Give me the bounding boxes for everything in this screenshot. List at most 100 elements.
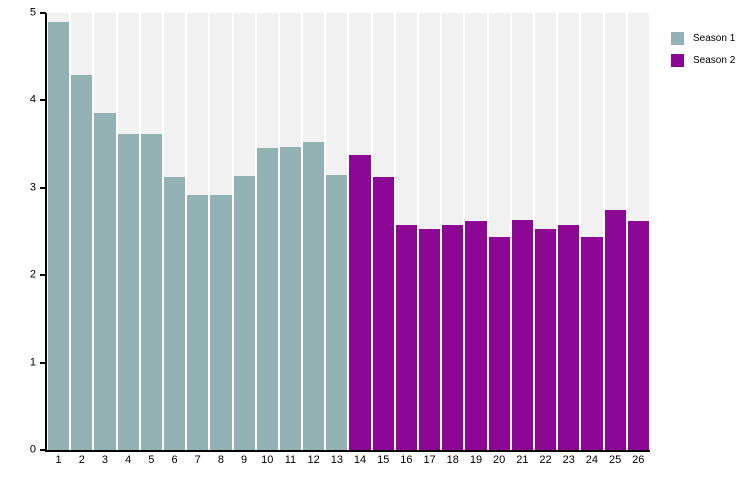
- x-tick-label: 19: [469, 454, 483, 466]
- x-tick-label: 25: [608, 454, 622, 466]
- category-column: 23: [557, 13, 580, 466]
- category-column: 13: [325, 13, 348, 466]
- y-tick: [40, 186, 46, 189]
- category-column: 7: [186, 13, 209, 466]
- category-column: 16: [395, 13, 418, 466]
- bar: [419, 228, 441, 450]
- bar: [48, 21, 70, 450]
- category-column: 3: [93, 13, 116, 466]
- x-tick-label: 6: [171, 454, 178, 466]
- x-tick-label: 26: [632, 454, 645, 466]
- y-tick: [40, 361, 46, 364]
- bar: [442, 225, 464, 450]
- y-tick-label: 2: [29, 268, 36, 281]
- category-column: 2: [70, 13, 93, 466]
- category-column: 21: [511, 13, 534, 466]
- y-tick: [40, 274, 46, 277]
- bar: [558, 225, 580, 450]
- bar: [163, 177, 186, 450]
- bar: [117, 133, 139, 450]
- plot-area: 1 2 3 4 5 6 7 8 9 10 11 12 13 14 15 16 17 18 19 20 21 22 23 24 2…: [45, 13, 650, 466]
- category-column: 19: [464, 13, 487, 466]
- category-column: 5: [140, 13, 163, 466]
- legend-swatch-season-1: [671, 32, 684, 45]
- bar: [140, 133, 162, 450]
- bar: [581, 236, 603, 450]
- category-column: 9: [233, 13, 256, 466]
- y-tick-label: 5: [29, 6, 36, 19]
- x-tick-label: 11: [284, 454, 297, 466]
- bar: [210, 194, 232, 450]
- y-tick-label: 3: [29, 181, 36, 194]
- x-axis-line: [45, 450, 650, 452]
- category-column: 26: [627, 13, 650, 466]
- y-tick-label: 0: [29, 443, 36, 456]
- category-column: 1: [47, 13, 70, 466]
- legend-label-season-1: Season 1: [693, 32, 736, 44]
- x-tick-label: 3: [101, 454, 109, 466]
- y-tick: [40, 99, 46, 102]
- category-column: 20: [488, 13, 511, 466]
- bar: [71, 75, 93, 450]
- bars-container: 1 2 3 4 5 6 7 8 9 10 11 12 13 14 15 16 17 18 19 20 21 22 23 24 2…: [47, 13, 650, 466]
- x-tick-label: 13: [330, 454, 343, 466]
- category-column: 18: [441, 13, 464, 466]
- x-tick-label: 16: [400, 454, 413, 466]
- x-tick-label: 4: [125, 454, 132, 466]
- category-column: 22: [534, 13, 557, 466]
- bar: [511, 220, 533, 450]
- legend-swatch-season-2: [671, 54, 684, 67]
- bar: [256, 147, 278, 450]
- bar: [627, 221, 649, 450]
- bar: [233, 175, 255, 450]
- bar: [604, 209, 626, 450]
- category-column: 10: [256, 13, 279, 466]
- x-tick-label: 18: [446, 454, 459, 466]
- bar: [465, 221, 487, 450]
- category-column: 15: [372, 13, 395, 466]
- legend: Season 1 Season 2: [671, 32, 735, 76]
- x-tick-label: 9: [241, 454, 248, 466]
- category-column: 25: [604, 13, 627, 466]
- legend-item-season-1: Season 1: [671, 32, 735, 45]
- category-column: 4: [117, 13, 140, 466]
- bar: [395, 224, 417, 450]
- category-column: 14: [348, 13, 371, 466]
- bar: [534, 228, 557, 450]
- bar: [187, 194, 209, 450]
- category-column: 24: [580, 13, 603, 466]
- x-tick-label: 1: [55, 454, 62, 466]
- x-tick-label: 5: [148, 454, 155, 466]
- y-axis-line: [45, 13, 47, 452]
- category-column: 6: [163, 13, 186, 466]
- category-column: 11: [279, 13, 302, 466]
- y-tick-label: 1: [29, 356, 36, 369]
- x-tick-label: 21: [516, 454, 529, 466]
- bar: [94, 112, 116, 450]
- category-column: 17: [418, 13, 441, 466]
- x-tick-label: 22: [539, 454, 552, 466]
- y-tick: [40, 12, 46, 14]
- legend-item-season-2: Season 2: [671, 54, 735, 67]
- y-tick-label: 4: [29, 93, 36, 106]
- category-column: 12: [302, 13, 325, 466]
- x-tick-label: 15: [377, 454, 390, 466]
- bar: [326, 174, 348, 450]
- bar: [372, 177, 394, 450]
- x-tick-label: 14: [353, 454, 367, 466]
- x-tick-label: 23: [562, 454, 575, 466]
- x-tick-label: 20: [493, 454, 506, 466]
- bar: [349, 154, 371, 450]
- y-tick: [40, 449, 46, 451]
- x-tick-label: 24: [585, 454, 599, 466]
- x-tick-label: 8: [217, 454, 224, 466]
- x-tick-label: 17: [423, 454, 436, 466]
- category-column: 8: [209, 13, 232, 466]
- x-tick-label: 10: [261, 454, 274, 466]
- bar: [279, 146, 302, 450]
- x-tick-label: 2: [78, 454, 85, 466]
- bar: [303, 142, 325, 450]
- x-tick-label: 12: [307, 454, 320, 466]
- x-tick-label: 7: [194, 454, 201, 466]
